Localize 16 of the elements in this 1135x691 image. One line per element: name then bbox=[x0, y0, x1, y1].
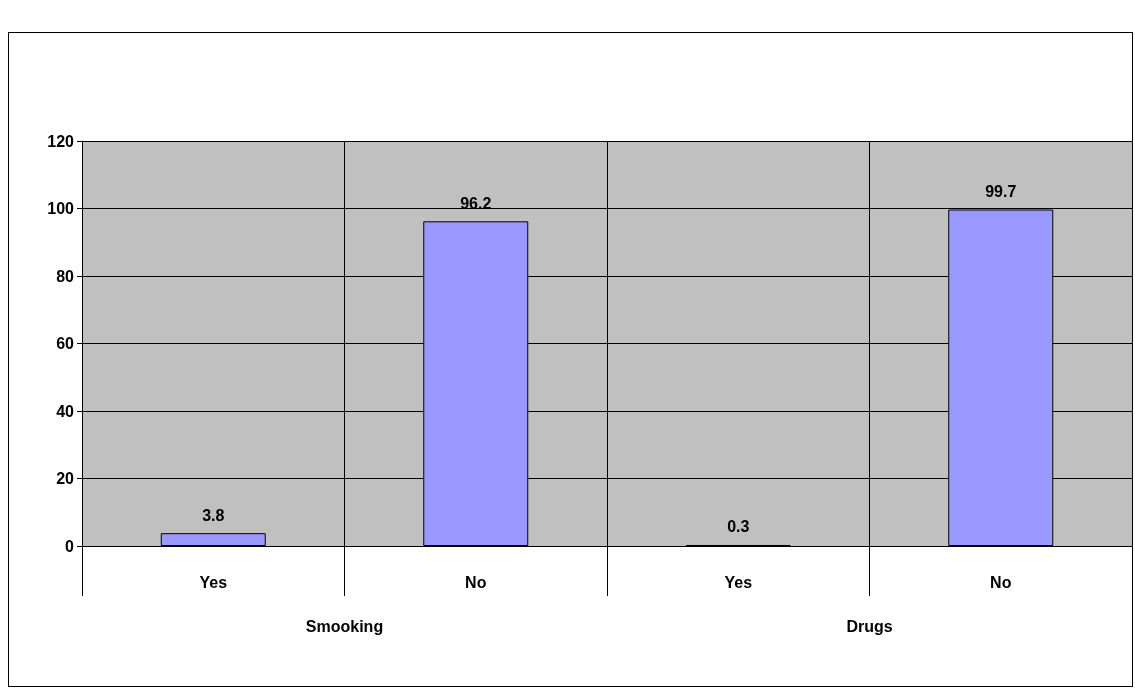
data-label: 0.3 bbox=[727, 518, 750, 536]
x-tick-label: No bbox=[465, 573, 487, 591]
data-label: 99.7 bbox=[985, 183, 1017, 201]
x-tick-label: Yes bbox=[724, 573, 753, 591]
x-tick-label: Yes bbox=[199, 573, 228, 591]
y-tick-label: 100 bbox=[47, 200, 75, 217]
data-label: 3.8 bbox=[202, 506, 225, 524]
y-tick-label: 40 bbox=[56, 402, 75, 420]
y-tick-label: 60 bbox=[56, 335, 75, 352]
y-tick-label: 80 bbox=[56, 267, 75, 285]
text: Smooking bbox=[305, 617, 384, 635]
text: Drugs bbox=[846, 617, 893, 635]
y-tick-label: 20 bbox=[56, 470, 75, 487]
y-tick-label: 120 bbox=[47, 132, 75, 150]
x-tick-label: No bbox=[990, 573, 1012, 591]
y-tick-label: 0 bbox=[65, 537, 75, 555]
